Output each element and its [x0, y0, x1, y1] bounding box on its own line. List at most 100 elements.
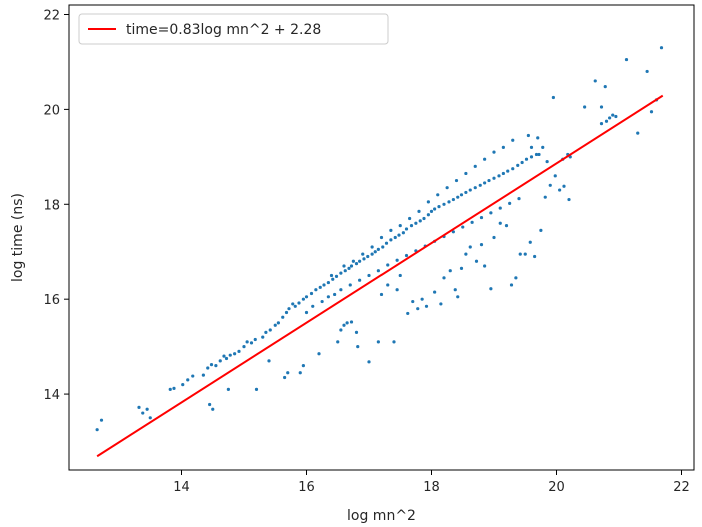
data-point — [608, 116, 612, 120]
data-point — [172, 386, 176, 390]
data-point — [287, 307, 291, 311]
data-point — [451, 197, 455, 202]
data-point — [511, 167, 515, 171]
data-point — [345, 321, 349, 325]
y-tick-label: 22 — [43, 8, 60, 23]
data-point — [528, 240, 532, 244]
data-point — [281, 315, 285, 319]
data-point — [404, 253, 409, 258]
data-point — [551, 95, 555, 100]
data-point — [208, 402, 212, 407]
data-point — [366, 254, 370, 259]
legend: time=0.83log mn^2 + 2.28 — [78, 13, 389, 45]
data-point — [501, 145, 505, 149]
data-point — [354, 262, 359, 266]
data-point — [442, 202, 446, 206]
data-point — [362, 257, 366, 261]
data-point — [273, 323, 277, 327]
data-point — [562, 184, 566, 188]
data-point — [376, 340, 380, 344]
data-point — [426, 200, 430, 204]
data-point — [309, 291, 314, 296]
data-point — [468, 245, 472, 249]
data-point — [459, 193, 464, 197]
data-point — [254, 387, 259, 391]
data-point — [445, 186, 449, 190]
data-point — [604, 119, 609, 123]
data-point — [95, 428, 99, 432]
data-point — [249, 341, 254, 345]
data-point — [489, 211, 493, 215]
data-point — [343, 269, 347, 273]
data-point — [649, 110, 654, 114]
data-point — [593, 79, 597, 83]
data-point — [541, 145, 545, 149]
data-point — [636, 131, 640, 135]
data-point — [526, 133, 530, 138]
data-point — [468, 188, 472, 192]
data-point — [408, 216, 412, 221]
data-point — [504, 224, 509, 228]
data-point — [224, 356, 229, 361]
data-point — [349, 320, 354, 324]
data-point — [358, 278, 362, 282]
data-point — [141, 411, 145, 415]
data-point — [358, 259, 362, 263]
data-point — [361, 252, 365, 256]
data-point — [298, 371, 302, 375]
data-point — [417, 209, 421, 213]
data-point — [322, 283, 326, 287]
data-point — [376, 269, 380, 273]
data-point — [389, 238, 393, 242]
data-point — [498, 206, 502, 210]
data-point — [437, 205, 441, 209]
data-point — [599, 122, 604, 126]
data-point — [659, 46, 664, 50]
data-point — [268, 328, 272, 332]
data-point — [448, 269, 452, 273]
data-point — [267, 359, 271, 363]
data-point — [349, 264, 354, 268]
data-point — [433, 207, 437, 211]
data-point — [492, 176, 496, 180]
data-point — [451, 230, 455, 234]
data-point — [331, 277, 335, 281]
data-point — [470, 220, 474, 224]
data-point — [326, 295, 330, 299]
data-point — [342, 264, 346, 268]
data-point — [320, 299, 324, 304]
data-point — [237, 349, 241, 353]
data-point — [209, 363, 214, 367]
data-point — [339, 288, 343, 292]
data-point — [567, 197, 571, 202]
data-point — [386, 263, 390, 267]
data-point — [473, 164, 477, 168]
data-point — [533, 254, 537, 259]
data-point — [420, 297, 424, 301]
data-point — [397, 233, 401, 237]
data-point — [201, 373, 205, 377]
x-tick-label: 20 — [548, 480, 565, 495]
legend-entry: time=0.83log mn^2 + 2.28 — [126, 22, 321, 38]
data-point — [537, 152, 541, 157]
data-point — [453, 288, 457, 292]
data-point — [426, 213, 430, 217]
fit-line — [96, 94, 664, 458]
data-point — [276, 321, 280, 325]
data-point — [386, 283, 390, 287]
data-point — [370, 245, 374, 249]
data-point — [442, 276, 446, 280]
data-point — [226, 387, 230, 391]
data-point — [318, 285, 322, 289]
data-point — [398, 224, 402, 228]
data-point — [233, 352, 237, 356]
y-tick-label: 16 — [43, 293, 60, 308]
data-point — [461, 225, 465, 229]
data-point — [297, 301, 301, 305]
data-point — [304, 310, 309, 315]
data-point — [524, 157, 529, 161]
data-point — [370, 252, 374, 256]
data-point — [418, 219, 422, 223]
data-point — [411, 299, 415, 304]
